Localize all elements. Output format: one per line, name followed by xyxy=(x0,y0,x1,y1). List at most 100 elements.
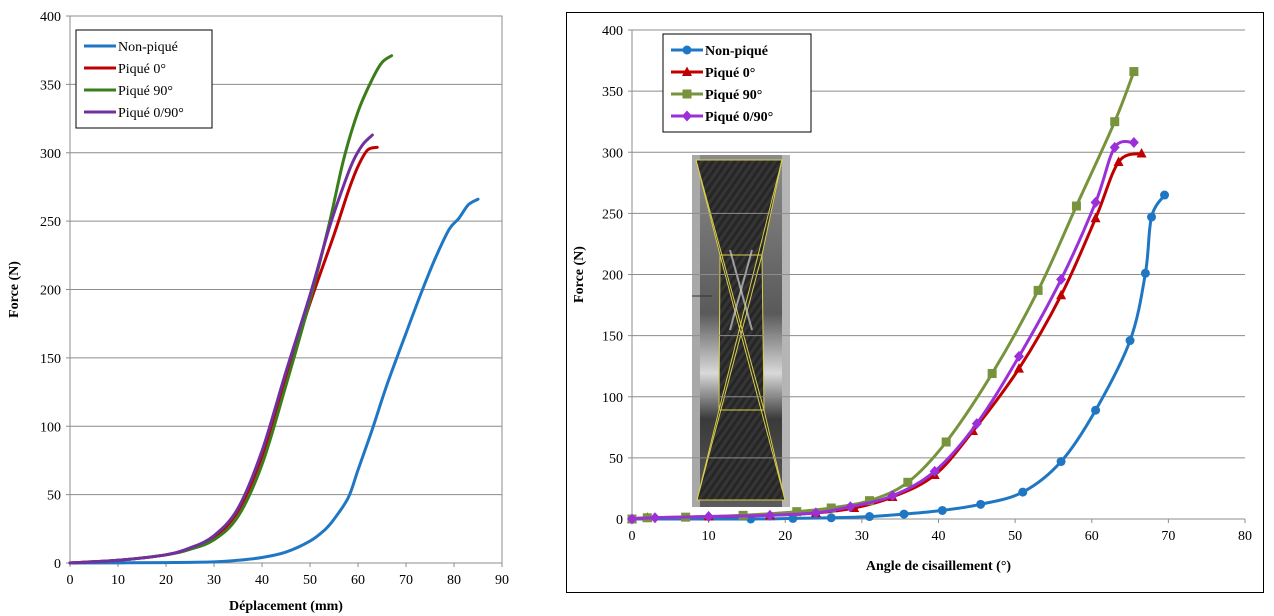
chart1-series-0-point xyxy=(1160,190,1170,200)
chart1-series-2-point xyxy=(903,477,913,487)
chart1-x-tick-label: 80 xyxy=(1238,529,1252,544)
chart1-series-3-point xyxy=(1056,273,1067,285)
chart0-y-tick-label: 200 xyxy=(40,284,61,299)
chart1-x-tick-label: 40 xyxy=(932,529,946,544)
chart1-series-2-point xyxy=(1071,201,1081,211)
chart1-series-2-point xyxy=(987,369,997,379)
left-chart: 0 50 100 150 200 250 300 350 400 0 10 20 30 40 50 60 70 8… xyxy=(7,10,509,614)
chart1-y-tick-label: 0 xyxy=(616,513,623,528)
chart1-series-0-point xyxy=(899,509,909,519)
chart0-y-tick-label: 250 xyxy=(40,215,61,230)
chart1-legend: Non-piqué Piqué 0° Piqué 90° Piqué 0/90° xyxy=(662,33,812,133)
chart1-legend-marker-0 xyxy=(682,45,692,55)
chart1-y-axis-title: Force (N) xyxy=(572,246,587,303)
chart0-x-tick-label: 40 xyxy=(255,573,269,588)
chart1-series-2-point xyxy=(941,437,951,447)
chart0-series-line-2 xyxy=(68,54,394,565)
chart1-series-3-point xyxy=(764,509,775,521)
chart0-y-axis-title: Force (N) xyxy=(7,261,22,318)
chart1-series-3-point xyxy=(810,507,821,519)
chart1-series-0-point xyxy=(826,513,836,523)
chart1-x-tick-label: 20 xyxy=(778,529,792,544)
chart0-legend: Non-piqué Piqué 0° Piqué 90° Piqué 0/90° xyxy=(75,29,213,129)
chart0-x-tick-label: 50 xyxy=(303,573,317,588)
chart1-series-3-point xyxy=(887,490,898,502)
chart0-x-axis-title: Déplacement (mm) xyxy=(229,599,343,614)
chart1-series-0-point xyxy=(1056,457,1066,467)
chart1-x-tick-label: 30 xyxy=(855,529,869,544)
chart1-series-2-point xyxy=(1129,67,1139,77)
chart1-series-3-point xyxy=(1090,196,1101,208)
specimen-photo xyxy=(692,155,790,507)
chart0-y-tick-label: 350 xyxy=(40,78,61,93)
right-chart: 0 50 100 150 200 250 300 350 400 0 10 20 30 40 50 60 70 8… xyxy=(572,24,1252,574)
chart1-series-3-point xyxy=(1013,350,1024,362)
chart1-series-2-point xyxy=(792,507,802,517)
chart0-y-tick-label: 150 xyxy=(40,352,61,367)
chart1-x-tick-label: 0 xyxy=(629,529,636,544)
chart1-series-0-point xyxy=(1140,268,1150,278)
chart0-x-tick-label: 80 xyxy=(447,573,461,588)
chart1-series-line-3 xyxy=(630,140,1136,521)
chart1-series-1-point xyxy=(1013,363,1024,373)
chart1-series-0-point xyxy=(937,505,947,515)
chart1-series-1-point xyxy=(1136,147,1147,158)
chart1-series-1-point xyxy=(1113,156,1124,167)
chart1-series-0-point xyxy=(1091,405,1101,415)
chart1-series-3-point xyxy=(845,501,856,513)
chart1-legend-label-1: Piqué 0° xyxy=(705,66,755,81)
chart0-y-tick-label: 0 xyxy=(54,557,61,572)
chart1-x-tick-label: 60 xyxy=(1085,529,1099,544)
chart0-x-tick-label: 0 xyxy=(67,573,74,588)
chart1-series-0-point xyxy=(865,512,875,522)
chart0-x-tick-label: 30 xyxy=(207,573,221,588)
chart0-y-tick-label: 300 xyxy=(40,147,61,162)
chart0-legend-label-1: Piqué 0° xyxy=(118,62,166,77)
chart0-x-tick-label: 60 xyxy=(351,573,365,588)
chart0-y-tick-label: 400 xyxy=(40,10,61,25)
chart1-series-3-point xyxy=(703,511,714,523)
chart1-legend-label-2: Piqué 90° xyxy=(705,88,762,103)
chart1-series-0-point xyxy=(1147,212,1157,222)
chart1-series-0-point xyxy=(1125,336,1135,346)
chart1-y-tick-label: 400 xyxy=(602,24,623,39)
chart1-x-tick-label: 10 xyxy=(702,529,716,544)
chart0-legend-label-2: Piqué 90° xyxy=(118,84,173,99)
chart1-series-3-point xyxy=(971,418,982,430)
chart1-series-3-point xyxy=(627,513,637,525)
chart1-x-tick-label: 50 xyxy=(1008,529,1022,544)
chart1-series-2-point xyxy=(826,503,836,513)
chart1-series-0-point xyxy=(976,499,986,509)
chart0-series-line-0 xyxy=(68,197,480,565)
chart1-legend-label-3: Piqué 0/90° xyxy=(705,110,773,125)
chart1-y-tick-label: 300 xyxy=(602,146,623,161)
chart1-series-3-point xyxy=(649,512,660,524)
chart0-y-tick-label: 50 xyxy=(47,489,61,504)
chart1-y-tick-label: 50 xyxy=(609,452,623,467)
chart1-y-tick-label: 250 xyxy=(602,207,623,222)
chart1-x-tick-label: 70 xyxy=(1161,529,1175,544)
chart0-y-tick-label: 100 xyxy=(40,420,61,435)
chart1-legend-label-0: Non-piqué xyxy=(705,44,768,59)
chart1-legend-marker-3 xyxy=(682,110,692,122)
chart1-legend-marker-1 xyxy=(682,66,692,76)
chart1-y-tick-label: 350 xyxy=(602,85,623,100)
chart1-y-tick-label: 100 xyxy=(602,391,623,406)
chart0-legend-label-3: Piqué 0/90° xyxy=(118,106,184,121)
chart0-legend-label-0: Non-piqué xyxy=(118,40,178,55)
chart0-x-tick-label: 20 xyxy=(159,573,173,588)
chart1-series-3-point xyxy=(1128,136,1139,148)
chart1-series-2-point xyxy=(1110,117,1120,127)
chart1-series-1-point xyxy=(1090,212,1101,223)
chart0-x-tick-label: 90 xyxy=(495,573,509,588)
chart1-legend-marker-2 xyxy=(682,89,692,99)
chart0-x-tick-label: 70 xyxy=(399,573,413,588)
chart1-series-2-point xyxy=(865,496,875,506)
chart1-series-0-point xyxy=(1018,487,1028,497)
chart1-y-tick-label: 200 xyxy=(602,269,623,284)
chart1-series-3-point xyxy=(1109,141,1120,153)
chart1-series-2-point xyxy=(1033,285,1043,295)
chart1-x-axis-title: Angle de cisaillement (°) xyxy=(866,559,1012,574)
chart1-series-1-point xyxy=(1056,289,1067,300)
